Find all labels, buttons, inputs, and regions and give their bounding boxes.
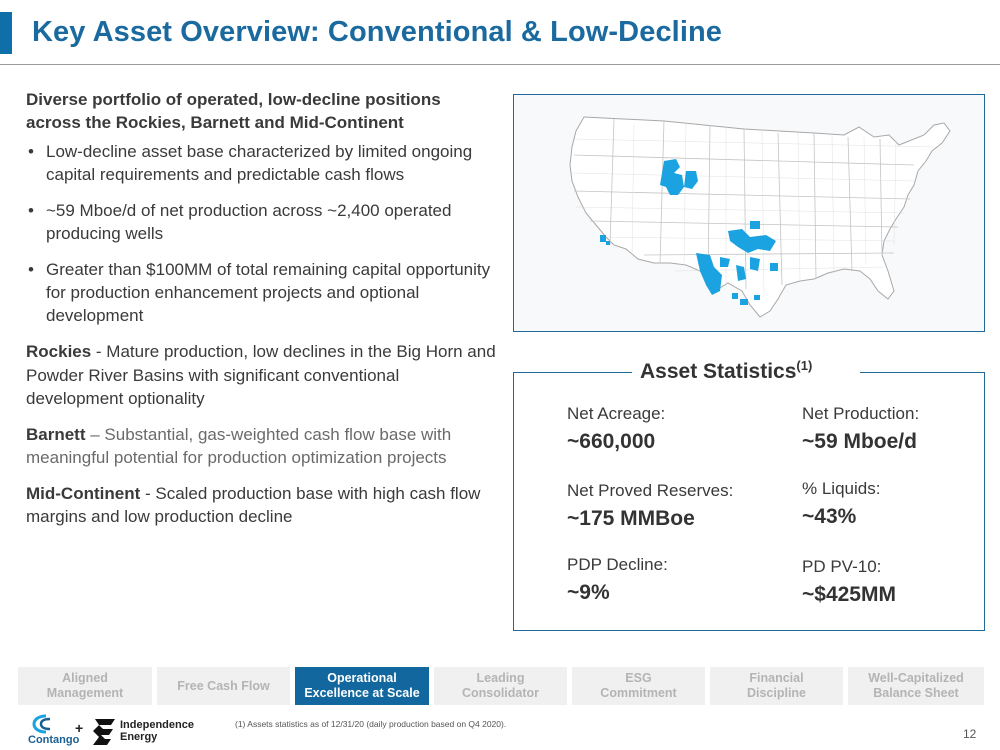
- tab-label-line2: Management: [46, 686, 124, 700]
- tab-financial-discipline[interactable]: Financial Discipline: [710, 667, 843, 705]
- region-name: Mid-Continent: [26, 483, 141, 503]
- contango-logo-icon: [32, 714, 51, 734]
- tab-label-line2: Balance Sheet: [873, 686, 959, 700]
- tab-label-line1: Financial: [749, 671, 804, 685]
- region-description: - Scaled production base with high cash …: [26, 483, 481, 527]
- tab-free-cash-flow[interactable]: Free Cash Flow: [157, 667, 290, 705]
- stat-label: % Liquids:: [802, 479, 881, 498]
- asset-statistics-panel: [513, 372, 985, 631]
- stat-liquids: % Liquids: ~43%: [802, 479, 880, 529]
- region-rockies: Rockies - Mature production, low decline…: [26, 340, 496, 411]
- us-outline: [569, 116, 951, 318]
- tab-label-line2: Consolidator: [461, 686, 540, 700]
- company-logos: Contango + Independence Energy: [28, 714, 198, 748]
- tab-label-line1: Operational: [327, 671, 397, 685]
- tab-label-line2: Excellence at Scale: [304, 686, 420, 700]
- region-description: - Mature production, low declines in the…: [26, 342, 496, 408]
- stat-pdp-decline: PDP Decline: ~9%: [567, 555, 668, 605]
- tab-label-line1: Free Cash Flow: [177, 678, 270, 693]
- logo-text-line2: Energy: [120, 731, 158, 743]
- region-mid-continent: Mid-Continent - Scaled production base w…: [26, 482, 496, 529]
- tab-label-line2: Commitment: [600, 686, 677, 700]
- region-description: – Substantial, gas-weighted cash flow ba…: [26, 424, 452, 468]
- region-barnett: Barnett – Substantial, gas-weighted cash…: [26, 423, 496, 470]
- stat-label: Net Production:: [802, 404, 920, 423]
- independence-energy-logo-text: Independence Energy: [120, 719, 194, 743]
- us-map-image: [569, 116, 951, 318]
- stats-title-text: Asset Statistics: [640, 360, 797, 383]
- stat-value: ~43%: [802, 505, 857, 528]
- tab-well-capitalized[interactable]: Well-Capitalized Balance Sheet: [848, 667, 984, 705]
- tab-leading-consolidator[interactable]: Leading Consolidator: [434, 667, 567, 705]
- stat-net-proved-reserves: Net Proved Reserves: ~175 MMBoe: [567, 481, 733, 531]
- stat-label: PD PV-10:: [802, 557, 882, 576]
- theme-tabs: Aligned Management Free Cash Flow Operati…: [18, 667, 984, 705]
- bullet-item: Low-decline asset base characterized by …: [26, 140, 496, 186]
- stat-value: ~$425MM: [802, 583, 896, 606]
- asset-map: [513, 94, 985, 332]
- contango-logo-text: Contango: [28, 734, 80, 746]
- stat-label: PDP Decline:: [567, 555, 668, 574]
- stat-value: ~660,000: [567, 430, 656, 453]
- stats-title-background: [632, 360, 860, 384]
- stat-value: ~175 MMBoe: [567, 507, 695, 530]
- asset-statistics-title: Asset Statistics(1): [0, 358, 1000, 384]
- asset-areas: [600, 159, 778, 305]
- lead-statement: Diverse portfolio of operated, low-decli…: [26, 90, 441, 132]
- independence-energy-logo-icon: [93, 719, 115, 745]
- stat-label: Net Proved Reserves:: [567, 481, 734, 500]
- tab-label-line2: Discipline: [746, 686, 807, 700]
- overview-text: Diverse portfolio of operated, low-decli…: [26, 88, 496, 541]
- tab-esg-commitment[interactable]: ESG Commitment: [572, 667, 705, 705]
- stat-value: ~59 Mboe/d: [802, 430, 917, 453]
- stat-pd-pv10: PD PV-10: ~$425MM: [802, 557, 896, 607]
- stat-label: Net Acreage:: [567, 404, 666, 423]
- page-title: Key Asset Overview: Conventional & Low-D…: [32, 16, 723, 48]
- tab-label-line1: Well-Capitalized: [868, 671, 964, 685]
- bullet-item: Greater than $100MM of total remaining c…: [26, 258, 496, 327]
- tab-operational-excellence[interactable]: Operational Excellence at Scale: [295, 667, 429, 705]
- tab-label-line1: ESG: [625, 671, 652, 685]
- tab-label-line1: Leading: [476, 671, 525, 685]
- logo-plus: +: [75, 720, 84, 736]
- title-divider: [0, 64, 1000, 65]
- bullet-item: ~59 Mboe/d of net production across ~2,4…: [26, 199, 496, 245]
- stat-net-production: Net Production: ~59 Mboe/d: [802, 404, 919, 454]
- page-number: 12: [963, 727, 977, 741]
- tab-aligned-management[interactable]: Aligned Management: [18, 667, 152, 705]
- stat-net-acreage: Net Acreage: ~660,000: [567, 404, 665, 454]
- stat-value: ~9%: [567, 581, 610, 604]
- tab-label-line1: Aligned: [62, 671, 108, 685]
- region-name: Barnett: [26, 424, 86, 444]
- stats-title-footnote-ref: (1): [796, 358, 813, 373]
- footnote: (1) Assets statistics as of 12/31/20 (da…: [235, 719, 507, 729]
- region-name: Rockies: [26, 342, 92, 361]
- logo-text-line1: Independence: [120, 719, 194, 731]
- title-accent-bar: [0, 12, 12, 54]
